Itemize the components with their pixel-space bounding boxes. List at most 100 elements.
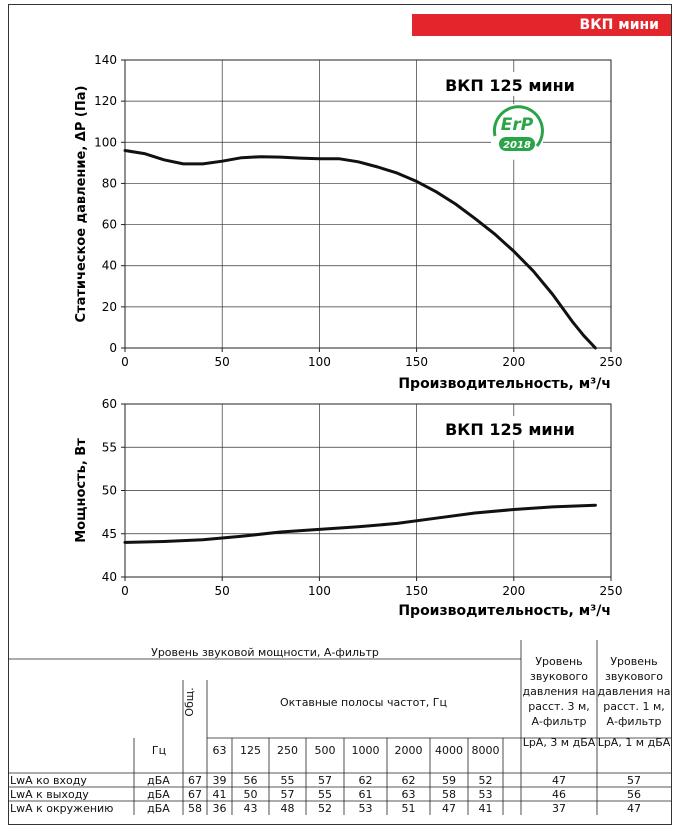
power-series-line <box>123 503 597 544</box>
table-header-total: Общ. <box>183 687 207 752</box>
row-lp3: 47 <box>552 774 566 787</box>
row-lp3: 46 <box>552 788 566 801</box>
pressure-tick-label-y: 140 <box>94 53 117 67</box>
row-band-value: 57 <box>280 788 295 801</box>
table-header-lp3: Уровень звукового давления на расст. 3 м… <box>522 655 596 728</box>
row-total: 58 <box>188 802 202 815</box>
band-header: 63 <box>212 744 227 757</box>
erp-badge-arc <box>492 105 544 147</box>
row-band-value: 51 <box>401 802 416 815</box>
row-label: LwA к выходу <box>10 788 89 801</box>
row-label: LwA ко входу <box>10 774 87 787</box>
table-lp3-unit: LpA, 3 м дБА <box>522 736 596 749</box>
row-band-value: 57 <box>318 774 332 787</box>
power-tick-label-y: 55 <box>102 440 117 454</box>
power-y-axis-label: Мощность, Вт <box>74 438 89 543</box>
erp-2018-badge: ErP 2018 <box>489 104 545 160</box>
power-title-bg <box>428 416 592 440</box>
pressure-tick-label-x: 200 <box>502 355 525 369</box>
row-band-value: 62 <box>401 774 416 787</box>
row-unit: дБА <box>147 774 170 787</box>
row-lp1: 47 <box>627 802 641 815</box>
row-band-value: 48 <box>280 802 295 815</box>
pressure-series-line <box>123 149 597 350</box>
pressure-tick-label-y: 0 <box>109 341 117 355</box>
row-band-value: 63 <box>401 788 416 801</box>
sound-table-grid <box>8 640 671 815</box>
row-band-value: 53 <box>358 802 373 815</box>
row-lp1: 57 <box>627 774 641 787</box>
power-tick-label-x: 50 <box>215 584 230 598</box>
power-x-axis-label: Производительность, м³/ч <box>398 603 611 619</box>
pressure-plot-area <box>124 59 612 349</box>
pressure-tick-label-x: 0 <box>121 355 129 369</box>
pressure-chart-title: ВКП 125 мини <box>445 76 575 95</box>
table-unit-hz: Гц <box>151 744 167 757</box>
row-band-value: 58 <box>442 788 456 801</box>
row-band-value: 43 <box>243 802 258 815</box>
row-unit: дБА <box>147 788 170 801</box>
pressure-tick-label-x: 150 <box>405 355 428 369</box>
row-total: 67 <box>188 774 202 787</box>
pressure-y-axis-label: Статическое давление, ΔР (Па) <box>74 86 89 323</box>
table-header-main: Уровень звуковой мощности, А-фильтр <box>151 646 379 659</box>
row-band-value: 52 <box>318 802 332 815</box>
power-tick-label-y: 60 <box>102 397 117 411</box>
pressure-tick-label-y: 40 <box>102 259 117 273</box>
power-tick-label-x: 150 <box>405 584 428 598</box>
row-label: LwA к окружению <box>10 802 114 815</box>
row-band-value: 55 <box>280 774 295 787</box>
table-header-lp1: Уровень звукового давления на расст. 1 м… <box>597 655 671 728</box>
row-total: 67 <box>188 788 202 801</box>
row-band-value: 47 <box>442 802 456 815</box>
band-header: 8000 <box>471 744 500 757</box>
row-band-value: 62 <box>358 774 373 787</box>
row-unit: дБА <box>147 802 170 815</box>
series-badge: ВКП мини <box>412 14 671 36</box>
power-tick-label-x: 0 <box>121 584 129 598</box>
table-header-octave: Октавные полосы частот, Гц <box>279 696 447 709</box>
band-header: 125 <box>240 744 261 757</box>
pressure-tick-label-y: 100 <box>94 135 117 149</box>
pressure-tick-label-y: 60 <box>102 218 117 232</box>
pressure-tick-label-y: 20 <box>102 300 117 314</box>
pressure-tick-label-y: 120 <box>94 94 117 108</box>
power-chart-title: ВКП 125 мини <box>445 420 575 439</box>
pressure-chart: 0 50 100 150 200 250 0 20 40 60 80 100 120 140 ВКП 125… <box>74 53 622 392</box>
table-header-total-text: Общ. <box>183 687 196 717</box>
pressure-tick-label-x: 250 <box>600 355 623 369</box>
row-band-value: 36 <box>212 802 227 815</box>
row-band-value: 61 <box>358 788 373 801</box>
row-band-value: 39 <box>212 774 227 787</box>
row-band-value: 41 <box>478 802 493 815</box>
pressure-title-bg <box>428 72 592 96</box>
row-lp1: 56 <box>627 788 641 801</box>
row-band-value: 55 <box>318 788 332 801</box>
erp-year-bg <box>499 137 535 151</box>
power-tick-label-y: 40 <box>102 570 117 584</box>
page-border <box>8 4 672 825</box>
erp-badge-text: ErP <box>501 115 534 135</box>
pressure-tick-label-x: 50 <box>215 355 230 369</box>
row-band-value: 53 <box>478 788 493 801</box>
band-header: 1000 <box>351 744 380 757</box>
row-band-value: 52 <box>478 774 493 787</box>
band-header: 4000 <box>435 744 463 757</box>
table-lp1-unit: LpA, 1 м дБА <box>597 736 671 749</box>
band-header: 500 <box>314 744 336 757</box>
power-tick-label-x: 100 <box>308 584 331 598</box>
power-tick-label-y: 50 <box>102 484 117 498</box>
pressure-tick-label-y: 80 <box>102 176 117 190</box>
band-header: 2000 <box>394 744 423 757</box>
pressure-x-axis-label: Производительность, м³/ч <box>398 376 611 392</box>
power-tick-label-x: 250 <box>600 584 623 598</box>
row-band-value: 41 <box>212 788 227 801</box>
band-header: 250 <box>277 744 298 757</box>
power-chart: 0 50 100 150 200 250 40 45 50 55 60 ВКП 125 мини Про… <box>74 397 622 619</box>
pressure-tick-label-x: 100 <box>308 355 331 369</box>
row-band-value: 50 <box>243 788 258 801</box>
row-band-value: 56 <box>243 774 258 787</box>
row-lp3: 37 <box>552 802 566 815</box>
power-tick-label-x: 200 <box>502 584 525 598</box>
